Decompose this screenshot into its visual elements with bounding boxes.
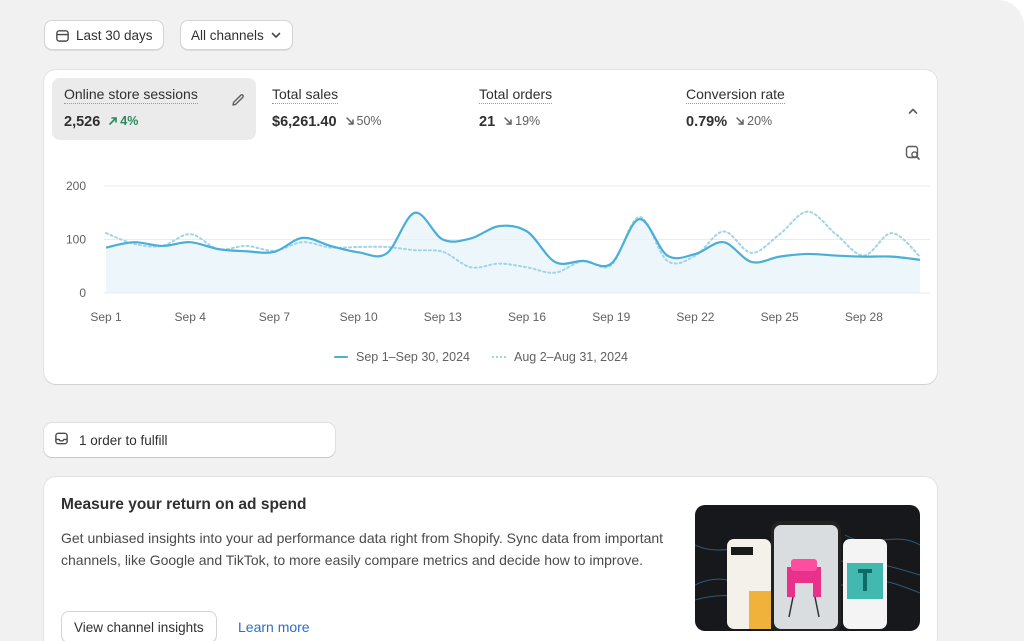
metric-total-orders[interactable]: Total orders 21 19%	[467, 78, 667, 140]
metric-label: Total sales	[272, 86, 339, 104]
learn-more-link[interactable]: Learn more	[238, 619, 310, 635]
chart-zoom-button[interactable]	[902, 142, 924, 164]
legend-label-current: Sep 1–Sep 30, 2024	[356, 350, 470, 364]
sessions-line-chart: 200 100 0 Sep 1 Sep 4 Sep 7 Sep 10 Sep 13 Sep 16…	[66, 179, 930, 324]
arrow-up-right-icon	[109, 117, 118, 125]
channel-label: All channels	[191, 27, 264, 43]
chart-legend: Sep 1–Sep 30, 2024 Aug 2–Aug 31, 2024	[334, 350, 628, 364]
legend-item-current[interactable]: Sep 1–Sep 30, 2024	[334, 350, 470, 364]
metric-label: Total orders	[479, 86, 553, 104]
metric-delta-value: 4%	[120, 114, 139, 128]
x-tick-label: Sep 7	[259, 310, 291, 324]
arrow-down-right-icon	[345, 117, 354, 125]
metric-value: 21	[479, 114, 496, 130]
chevron-down-icon	[270, 29, 282, 41]
metric-total-sales[interactable]: Total sales $6,261.40 50%	[260, 78, 460, 140]
metric-label: Conversion rate	[686, 86, 785, 104]
x-tick-label: Sep 13	[424, 310, 462, 324]
x-tick-label: Sep 10	[340, 310, 378, 324]
metric-delta: 4%	[108, 114, 138, 128]
date-range-button[interactable]: Last 30 days	[44, 20, 164, 50]
series-line-current	[105, 211, 921, 268]
metric-delta-value: 50%	[356, 114, 382, 128]
chevron-up-icon	[908, 108, 918, 114]
x-tick-label: Sep 4	[175, 310, 207, 324]
fulfill-label: 1 order to fulfill	[79, 432, 168, 448]
x-tick-label: Sep 22	[676, 310, 714, 324]
x-tick-label: Sep 1	[90, 310, 122, 324]
metric-delta-value: 20%	[747, 114, 773, 128]
inbox-icon	[54, 431, 69, 449]
x-tick-label: Sep 28	[845, 310, 883, 324]
x-tick-label: Sep 25	[761, 310, 799, 324]
metric-delta-value: 19%	[515, 114, 541, 128]
legend-swatch-dotted	[492, 356, 506, 358]
metric-delta: 19%	[503, 114, 540, 128]
ad-spend-promo-card: Measure your return on ad spend Get unbi…	[44, 477, 937, 641]
y-tick-label: 200	[66, 179, 86, 193]
calendar-icon	[55, 28, 70, 43]
legend-label-previous: Aug 2–Aug 31, 2024	[514, 350, 628, 364]
pencil-icon[interactable]	[230, 92, 246, 113]
metric-label: Online store sessions	[64, 86, 198, 104]
series-area-current	[106, 212, 920, 293]
metric-delta: 50%	[345, 114, 382, 128]
x-tick-label: Sep 16	[508, 310, 546, 324]
analytics-card: Online store sessions 2,526 4% Total sal…	[44, 70, 937, 384]
metric-conversion-rate[interactable]: Conversion rate 0.79% 20%	[674, 78, 874, 140]
metric-online-store-sessions[interactable]: Online store sessions 2,526 4%	[52, 78, 256, 140]
metric-value: 2,526	[64, 114, 101, 130]
metric-value: $6,261.40	[272, 114, 337, 130]
date-range-label: Last 30 days	[76, 27, 153, 43]
x-tick-label: Sep 19	[592, 310, 630, 324]
promo-illustration	[695, 505, 920, 631]
legend-swatch-solid	[334, 356, 348, 358]
y-tick-label: 0	[79, 286, 86, 300]
legend-item-previous[interactable]: Aug 2–Aug 31, 2024	[492, 350, 628, 364]
magnify-chart-icon	[905, 145, 920, 160]
promo-description: Get unbiased insights into your ad perfo…	[61, 530, 664, 568]
view-channel-insights-button[interactable]: View channel insights	[61, 611, 217, 641]
arrow-down-right-icon	[736, 117, 744, 125]
y-tick-label: 100	[66, 233, 86, 247]
collapse-button[interactable]	[902, 100, 924, 122]
channel-select-button[interactable]: All channels	[180, 20, 293, 50]
arrow-down-right-icon	[504, 117, 512, 125]
series-line-previous	[105, 210, 921, 274]
metric-delta: 20%	[735, 114, 772, 128]
promo-title: Measure your return on ad spend	[61, 496, 307, 513]
metric-value: 0.79%	[686, 114, 728, 130]
orders-to-fulfill-button[interactable]: 1 order to fulfill	[44, 423, 335, 457]
